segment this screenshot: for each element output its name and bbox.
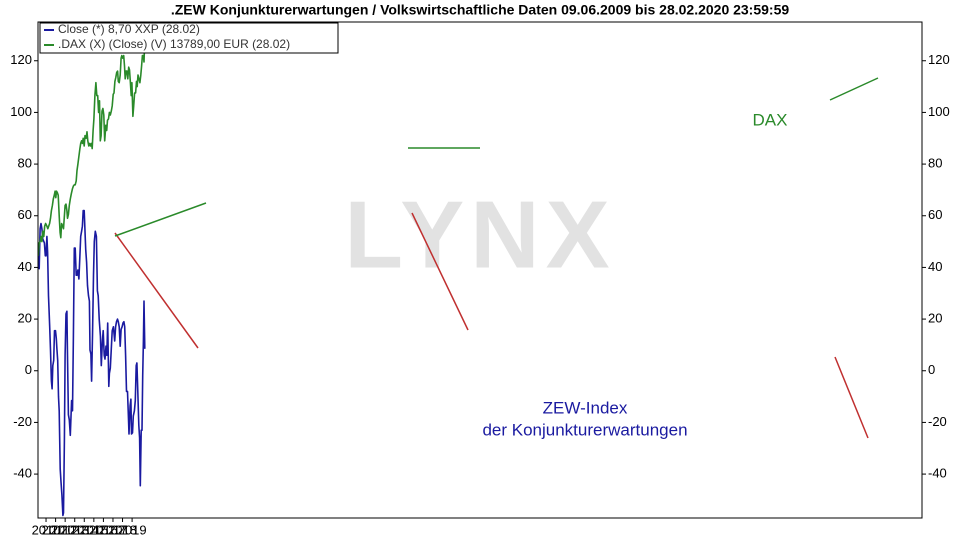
x-tick-label: 2013 bbox=[60, 522, 89, 537]
annotation: DAX bbox=[753, 110, 788, 129]
chart-title: .ZEW Konjunkturerwartungen / Volkswirtsc… bbox=[171, 2, 790, 18]
trend-line bbox=[411, 212, 469, 331]
y2-tick-label: 100 bbox=[928, 104, 950, 119]
x-tick-label: 2017 bbox=[99, 522, 128, 537]
trend-line bbox=[114, 202, 207, 237]
x-tick-label: 2016 bbox=[89, 522, 118, 537]
watermark: LYNX bbox=[344, 181, 615, 288]
y2-tick-label: 80 bbox=[928, 156, 942, 171]
y-tick-label: -20 bbox=[13, 414, 32, 429]
trend-line bbox=[829, 77, 879, 101]
x-tick-label: 2011 bbox=[42, 522, 70, 537]
series-line bbox=[37, 38, 146, 256]
series-line bbox=[37, 209, 146, 517]
y2-tick-label: 60 bbox=[928, 207, 942, 222]
y-tick-label: 60 bbox=[18, 207, 32, 222]
annotation: ZEW-Index bbox=[543, 398, 628, 417]
y2-tick-label: 120 bbox=[928, 52, 950, 67]
y-tick-label: 100 bbox=[10, 104, 32, 119]
y-tick-label: 0 bbox=[25, 362, 32, 377]
plot-frame bbox=[37, 21, 923, 519]
trend-line bbox=[114, 232, 199, 349]
x-tick-label: 2014 bbox=[70, 522, 99, 537]
y2-tick-label: 20 bbox=[928, 311, 942, 326]
y-tick-label: 120 bbox=[10, 52, 32, 67]
x-tick-label: 2010 bbox=[32, 522, 61, 537]
x-tick-label: 2012 bbox=[51, 522, 80, 537]
trend-lines bbox=[114, 77, 879, 439]
legend-label: Close (*) 8,70 XXP (28.02) bbox=[58, 22, 200, 36]
legend-label: .DAX (X) (Close) (V) 13789,00 EUR (28.02… bbox=[58, 37, 290, 51]
y-tick-label: -40 bbox=[13, 466, 32, 481]
y2-tick-label: 40 bbox=[928, 259, 942, 274]
x-tick-label: 2019 bbox=[118, 522, 147, 537]
trend-line bbox=[834, 356, 869, 439]
x-tick-label: 2018 bbox=[108, 522, 137, 537]
y2-tick-label: 0 bbox=[928, 362, 935, 377]
plot bbox=[37, 38, 146, 517]
legend: Close (*) 8,70 XXP (28.02).DAX (X) (Clos… bbox=[39, 22, 339, 54]
y2-tick-label: -40 bbox=[928, 466, 947, 481]
y2-tick-label: -20 bbox=[928, 414, 947, 429]
y-tick-label: 40 bbox=[18, 259, 32, 274]
y-tick-label: 20 bbox=[18, 311, 32, 326]
x-tick-label: 2015 bbox=[79, 522, 108, 537]
y-tick-label: 80 bbox=[18, 156, 32, 171]
legend-box bbox=[39, 22, 339, 54]
annotation: der Konjunkturerwartungen bbox=[482, 420, 687, 439]
